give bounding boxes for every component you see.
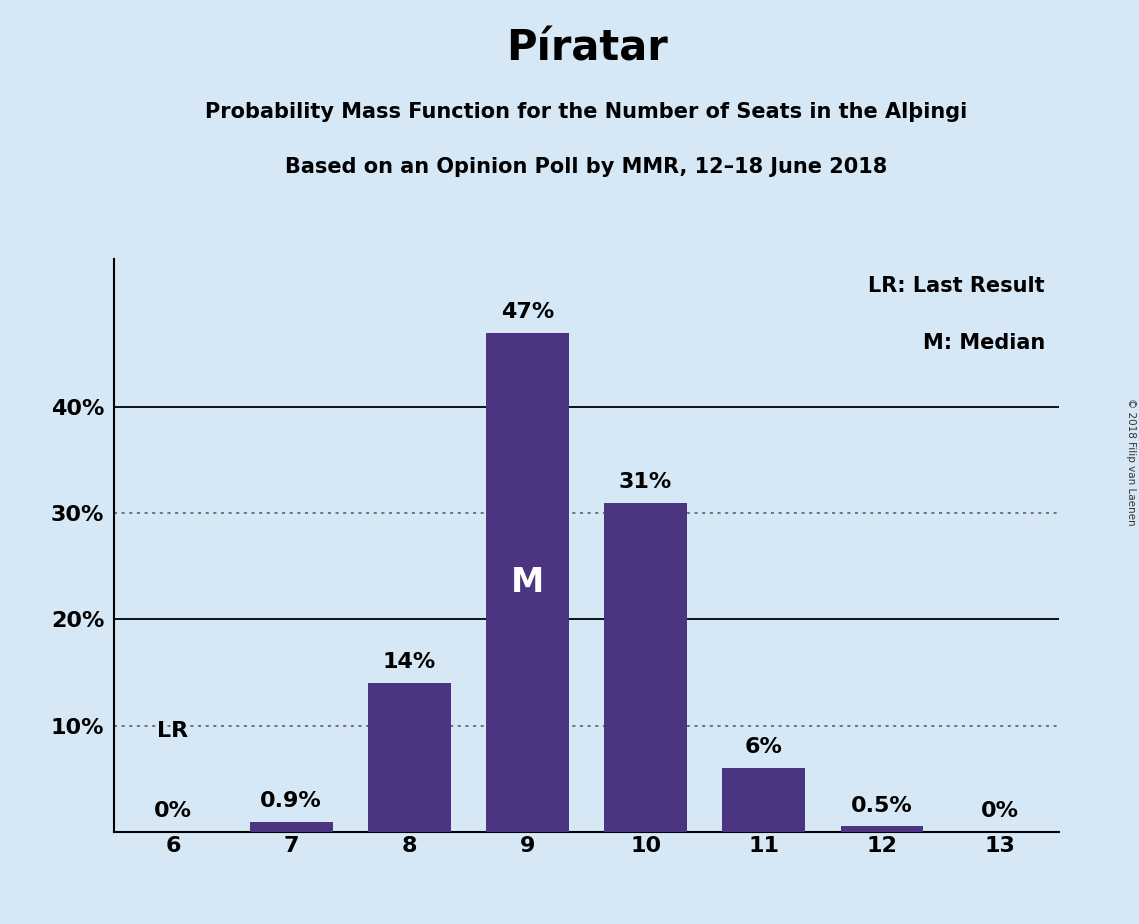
Text: M: M xyxy=(511,565,544,599)
Bar xyxy=(249,822,333,832)
Text: Based on an Opinion Poll by MMR, 12–18 June 2018: Based on an Opinion Poll by MMR, 12–18 J… xyxy=(286,157,887,177)
Text: 47%: 47% xyxy=(501,302,555,322)
Text: 0.9%: 0.9% xyxy=(261,792,322,811)
Bar xyxy=(605,503,687,832)
Bar xyxy=(486,333,568,832)
Text: 0%: 0% xyxy=(154,801,192,821)
Text: 0%: 0% xyxy=(981,801,1019,821)
Bar xyxy=(841,826,924,832)
Text: LR: Last Result: LR: Last Result xyxy=(868,276,1046,296)
Text: © 2018 Filip van Laenen: © 2018 Filip van Laenen xyxy=(1126,398,1136,526)
Text: 6%: 6% xyxy=(745,737,782,758)
Text: M: Median: M: Median xyxy=(923,334,1046,353)
Text: 31%: 31% xyxy=(618,472,672,492)
Text: 14%: 14% xyxy=(383,652,436,673)
Text: 0.5%: 0.5% xyxy=(851,796,912,816)
Bar xyxy=(722,768,805,832)
Text: Píratar: Píratar xyxy=(506,28,667,69)
Text: LR: LR xyxy=(157,721,189,741)
Bar xyxy=(368,683,451,832)
Text: Probability Mass Function for the Number of Seats in the Alþingi: Probability Mass Function for the Number… xyxy=(205,102,968,122)
